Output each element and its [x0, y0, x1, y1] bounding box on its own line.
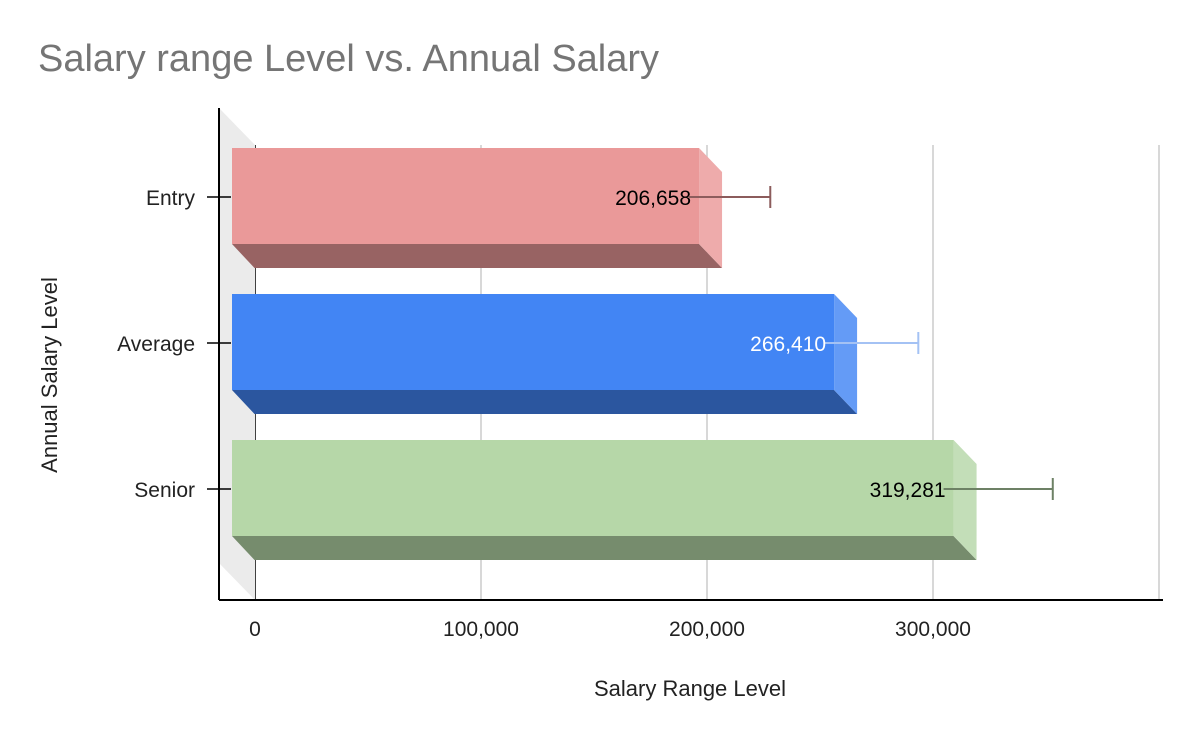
bar-front-face — [232, 440, 954, 536]
data-label: 319,281 — [870, 479, 946, 502]
bar-front-face — [232, 294, 835, 390]
x-tick-label: 300,000 — [895, 618, 971, 641]
x-axis-title: Salary Range Level — [593, 676, 786, 701]
data-label: 206,658 — [615, 187, 691, 210]
y-axis-title: Annual Salary Level — [37, 277, 62, 473]
category-label: Average — [117, 333, 195, 356]
bar-end-face — [699, 148, 723, 268]
x-tick-label: 100,000 — [443, 618, 519, 641]
category-label: Senior — [134, 479, 195, 502]
bar-end-face — [834, 294, 858, 414]
chart-title: Salary range Level vs. Annual Salary — [38, 38, 660, 80]
bar-entry: 206,658 — [232, 148, 772, 268]
bar-average: 266,410 — [232, 294, 920, 414]
bar-bottom-face — [232, 390, 858, 414]
bar-senior: 319,281 — [232, 440, 1054, 560]
tick-labels: 0 100,000 200,000 300,000 Entry Average Senior — [117, 187, 971, 641]
bars: 206,658 266,410 319,281 — [232, 148, 1054, 560]
bar-bottom-face — [232, 536, 977, 560]
data-label: 266,410 — [750, 333, 826, 356]
x-tick-label: 0 — [249, 618, 261, 641]
x-tick-label: 200,000 — [669, 618, 745, 641]
bar-end-face — [953, 440, 977, 560]
category-label: Entry — [146, 187, 196, 210]
bar-bottom-face — [232, 244, 723, 268]
bar-front-face — [232, 148, 700, 244]
